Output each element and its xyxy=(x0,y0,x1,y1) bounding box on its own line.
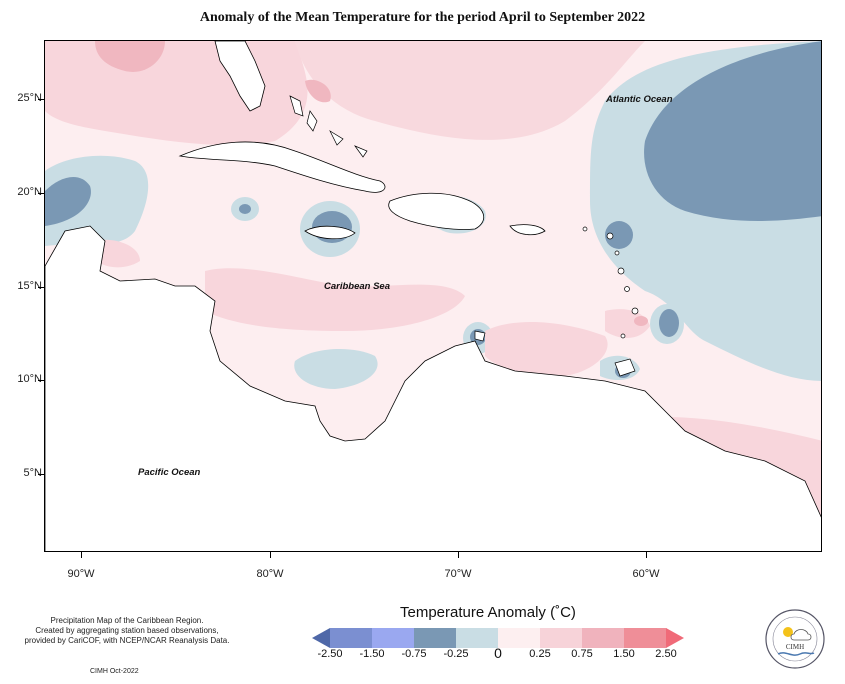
lon-label: 60°W xyxy=(632,568,660,580)
label-atlantic-ocean: Atlantic Ocean xyxy=(606,94,673,105)
map-note: Precipitation Map of the Caribbean Regio… xyxy=(12,616,242,646)
lon-tick xyxy=(458,552,459,558)
colorbar-tick-label: 1.50 xyxy=(613,648,635,660)
legend-title: Temperature Anomaly (˚C) xyxy=(400,604,576,621)
land-puerto-rico xyxy=(509,224,546,236)
strong-negative-anomaly-atlantic xyxy=(644,41,821,221)
colorbar-tick-label: -0.25 xyxy=(443,648,469,660)
colorbar-segment xyxy=(582,628,625,648)
land-south-central-america xyxy=(45,225,821,551)
colorbar-segment xyxy=(372,628,415,648)
lon-tick xyxy=(270,552,271,558)
colorbar-tick-label: -1.50 xyxy=(359,648,385,660)
note-line: Created by aggregating station based obs… xyxy=(35,626,219,635)
label-caribbean-sea: Caribbean Sea xyxy=(324,281,390,292)
lat-label: 25°N xyxy=(17,92,42,104)
positive-anomaly-bahamas xyxy=(295,41,645,140)
lon-tick xyxy=(646,552,647,558)
colorbar xyxy=(312,628,684,648)
colorbar-tick-label: -0.75 xyxy=(401,648,427,660)
lon-tick xyxy=(81,552,82,558)
colorbar-segment xyxy=(624,628,667,648)
label-pacific-ocean: Pacific Ocean xyxy=(138,467,201,478)
lat-tick xyxy=(38,474,44,475)
anomaly-map xyxy=(44,40,822,552)
positive-anomaly-gulf-core xyxy=(95,41,165,72)
lat-label: 5°N xyxy=(23,467,42,479)
colorbar-tick-label: -2.50 xyxy=(317,648,343,660)
lat-label: 10°N xyxy=(17,373,42,385)
colorbar-segment xyxy=(666,628,684,648)
lon-label: 80°W xyxy=(256,568,284,580)
strong-negative-anomaly-yucatan xyxy=(45,176,91,226)
lat-label: 15°N xyxy=(17,280,42,292)
colorbar-segment xyxy=(498,628,541,648)
logo-text: CIMH xyxy=(786,643,804,651)
colorbar-segment xyxy=(330,628,373,648)
credit: CIMH Oct-2022 xyxy=(90,668,139,675)
lon-label: 90°W xyxy=(67,568,95,580)
colorbar-tick-label: 2.50 xyxy=(655,648,677,660)
lat-tick xyxy=(38,193,44,194)
colorbar-tick-label: 0.75 xyxy=(571,648,593,660)
colorbar-tick-label: 0.25 xyxy=(529,648,551,660)
land-florida xyxy=(214,41,266,112)
cimh-logo: CIMH xyxy=(765,609,825,669)
lat-tick xyxy=(38,99,44,100)
note-line: Precipitation Map of the Caribbean Regio… xyxy=(50,616,204,625)
negative-anomaly-colombia xyxy=(294,349,378,389)
land-jamaica xyxy=(304,225,356,240)
land-hispaniola xyxy=(388,192,485,230)
note-line: provided by CariCOF, with NCEP/NCAR Rean… xyxy=(24,636,230,645)
colorbar-segment xyxy=(414,628,457,648)
lon-label: 70°W xyxy=(444,568,472,580)
map-title: Anomaly of the Mean Temperature for the … xyxy=(199,10,646,25)
colorbar-segment xyxy=(456,628,499,648)
lat-tick xyxy=(38,380,44,381)
map-canvas xyxy=(45,41,821,551)
colorbar-tick-label: 0 xyxy=(494,645,502,661)
colorbar-segment xyxy=(540,628,583,648)
lat-tick xyxy=(38,287,44,288)
land-cuba xyxy=(178,141,386,193)
lat-label: 20°N xyxy=(17,186,42,198)
colorbar-segment xyxy=(312,628,330,648)
positive-anomaly-caribbean xyxy=(205,268,465,331)
